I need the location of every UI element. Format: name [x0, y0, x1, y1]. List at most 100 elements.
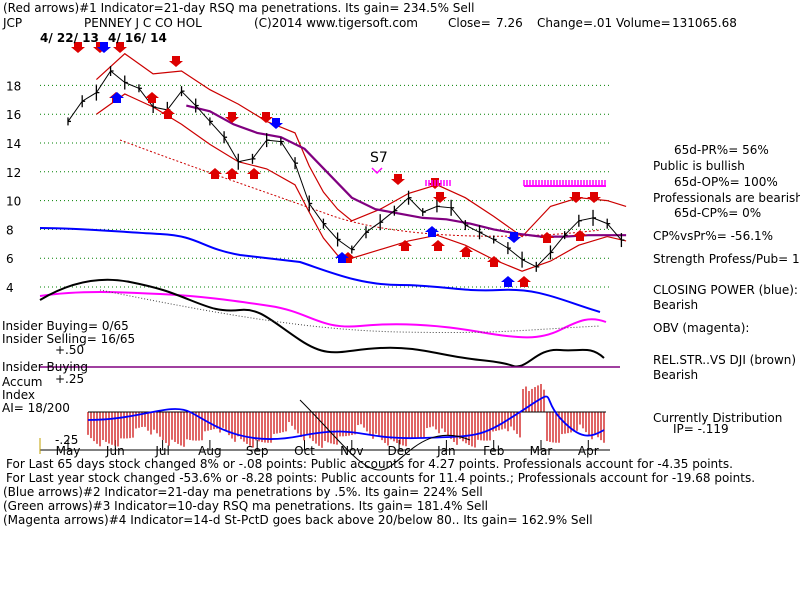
sell-arrow	[225, 112, 239, 123]
blue-buy-arrow	[425, 226, 439, 237]
lower-band-line	[96, 93, 627, 272]
s7-marker: S7	[370, 150, 388, 166]
accum-tick-minus-25: -.25	[55, 433, 79, 447]
sell-arrow	[391, 174, 405, 185]
buy-arrow	[247, 168, 261, 179]
buy-arrow	[208, 168, 222, 179]
sell-arrow	[433, 192, 447, 203]
accum-index-label-1: Accum	[2, 375, 43, 389]
op-percent: 65d-OP%= 100%	[674, 175, 778, 189]
accum-tick-plus-50: +.50	[55, 343, 85, 357]
x-tick-oct: Oct	[294, 444, 315, 458]
closing-power-line	[39, 227, 601, 313]
sell-arrow	[587, 192, 601, 203]
buy-arrow	[487, 256, 501, 267]
x-tick-jun: Jun	[105, 444, 125, 458]
volume-value: 131065.68	[672, 16, 737, 30]
public-status: Public is bullish	[653, 159, 745, 173]
blue-sell-arrow	[97, 42, 111, 53]
trend-dotted-line	[119, 139, 601, 237]
obv-line	[39, 291, 607, 339]
close-value: 7.26	[496, 16, 523, 30]
x-tick-may: May	[56, 444, 81, 458]
blue-sell-arrow	[269, 118, 283, 129]
x-tick-mar: Mar	[530, 444, 553, 458]
accum-line	[87, 395, 605, 440]
ai-value: AI= 18/200	[2, 401, 70, 415]
x-tick-nov: Nov	[340, 444, 363, 458]
insider-selling: Insider Selling= 16/65	[2, 332, 136, 346]
indicator-4-title: (Magenta arrows)#4 Indicator=14-d St-Pct…	[3, 513, 593, 527]
cp-percent: 65d-CP%= 0%	[674, 206, 762, 220]
y-tick-4: 4	[6, 281, 14, 295]
ma-line	[186, 104, 627, 238]
cp-vs-pr: CP%vsPr%= -56.1%	[653, 229, 774, 243]
blue-buy-arrow	[335, 252, 349, 263]
change-value: .01	[593, 16, 613, 30]
closing-power-status: Bearish	[653, 298, 699, 312]
blue-buy-arrow	[110, 92, 124, 103]
blue-sell-arrow	[507, 232, 521, 243]
x-tick-aug: Aug	[198, 444, 221, 458]
accum-tick-plus-25: +.25	[55, 372, 85, 386]
obv-label: OBV (magenta):	[653, 321, 750, 335]
buy-arrow	[161, 108, 175, 119]
blue-buy-arrow	[501, 276, 515, 287]
accum-ma-line	[299, 399, 471, 471]
relstr-status: Bearish	[653, 368, 699, 382]
ip-value: IP= -.119	[673, 422, 729, 436]
buy-arrow	[540, 232, 554, 243]
x-tick-sep: Sep	[246, 444, 269, 458]
insider-buying: Insider Buying= 0/65	[2, 319, 129, 333]
company-name: PENNEY J C CO HOL	[84, 16, 202, 30]
relstr-ma-dotted	[99, 289, 601, 334]
s7-marker-icon	[371, 167, 383, 175]
buy-arrow	[517, 276, 531, 287]
buy-arrow	[459, 246, 473, 257]
buy-arrow	[145, 92, 159, 103]
x-tick-jan: Jan	[436, 444, 456, 458]
copyright-text: (C)2014 www.tigersoft.com	[254, 16, 418, 30]
change-label: Change=	[537, 16, 593, 30]
buy-arrow	[225, 168, 239, 179]
upper-band-line	[95, 52, 627, 238]
sell-arrow	[113, 42, 127, 53]
x-tick-feb: Feb	[483, 444, 504, 458]
buy-arrow	[431, 240, 445, 251]
indicator-1-title: (Red arrows)#1 Indicator=21-day RSQ ma p…	[3, 1, 475, 15]
relstr-line	[39, 278, 605, 368]
indicator-2-title: (Blue arrows)#2 Indicator=21-day ma pene…	[3, 485, 483, 499]
buy-arrow	[573, 230, 587, 241]
sell-arrow	[259, 112, 273, 123]
strength-ratio: Strength Profess/Pub= 1	[653, 252, 800, 266]
close-label: Close=	[448, 16, 491, 30]
sell-arrow	[169, 56, 183, 67]
price-line	[67, 70, 622, 268]
y-tick-6: 6	[6, 252, 14, 266]
sell-arrow	[71, 42, 85, 53]
y-tick-14: 14	[6, 137, 21, 151]
buy-arrow	[398, 240, 412, 251]
x-tick-apr: Apr	[578, 444, 599, 458]
y-tick-18: 18	[6, 79, 21, 93]
closing-power-label: CLOSING POWER (blue):	[653, 283, 798, 297]
end-date: 4/ 16/ 14	[108, 31, 167, 45]
footer-year-summary: For Last year stock changed -53.6% or -8…	[6, 471, 756, 485]
professionals-status: Professionals are bearish	[653, 191, 800, 205]
y-tick-8: 8	[6, 223, 14, 237]
relstr-label: REL.STR..VS DJI (brown)	[653, 353, 797, 367]
x-tick-dec: Dec	[387, 444, 410, 458]
indicator-3-title: (Green arrows)#3 Indicator=10-day RSQ ma…	[3, 499, 488, 513]
pr-percent: 65d-PR%= 56%	[674, 143, 769, 157]
distribution-status: Currently Distribution	[653, 411, 783, 425]
y-tick-12: 12	[6, 166, 21, 180]
x-tick-jul: Jul	[154, 444, 169, 458]
sell-arrow	[569, 192, 583, 203]
y-tick-10: 10	[6, 195, 21, 209]
insider-buying-line-label: Insider Buying	[2, 360, 88, 374]
footer-65day-summary: For Last 65 days stock changed 8% or -.0…	[6, 457, 733, 471]
volume-label: Volume=	[616, 16, 671, 30]
ticker-symbol: JCP	[3, 16, 23, 30]
start-date: 4/ 22/ 13	[40, 31, 99, 45]
